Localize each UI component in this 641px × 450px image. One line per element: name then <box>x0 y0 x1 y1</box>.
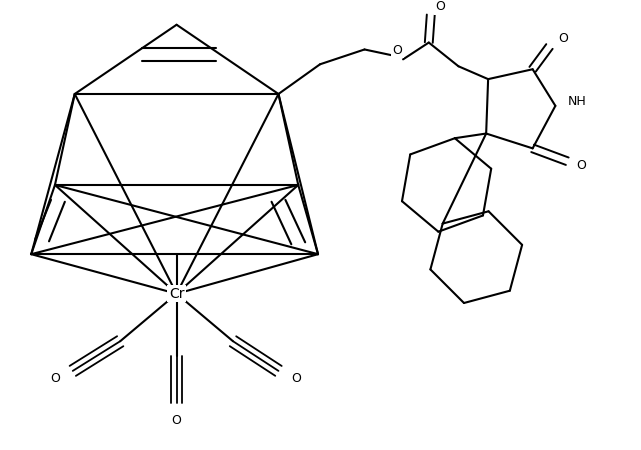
Text: O: O <box>392 44 402 57</box>
Text: O: O <box>291 372 301 385</box>
Text: NH: NH <box>568 95 587 108</box>
Text: O: O <box>436 0 445 13</box>
Text: O: O <box>50 372 60 385</box>
Text: O: O <box>576 159 586 171</box>
Text: Cr: Cr <box>169 287 185 301</box>
Text: O: O <box>172 414 181 427</box>
Text: O: O <box>558 32 568 45</box>
